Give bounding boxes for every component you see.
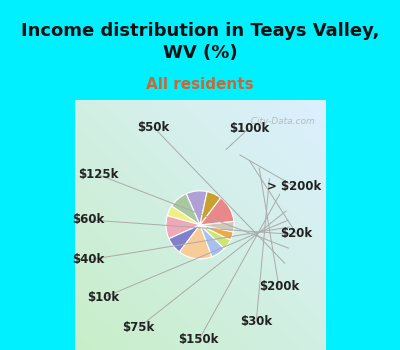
Wedge shape bbox=[200, 221, 234, 232]
Wedge shape bbox=[200, 225, 233, 240]
Wedge shape bbox=[200, 198, 234, 225]
Text: $75k: $75k bbox=[122, 321, 155, 334]
Text: $30k: $30k bbox=[240, 315, 272, 328]
Text: $150k: $150k bbox=[178, 334, 219, 346]
Text: $100k: $100k bbox=[229, 122, 269, 135]
Text: City-Data.com: City-Data.com bbox=[245, 117, 315, 126]
Wedge shape bbox=[200, 191, 220, 225]
Wedge shape bbox=[200, 225, 230, 249]
Wedge shape bbox=[180, 225, 212, 259]
Text: $200k: $200k bbox=[259, 280, 299, 293]
Text: $125k: $125k bbox=[78, 168, 119, 181]
Text: $10k: $10k bbox=[88, 291, 120, 304]
Wedge shape bbox=[186, 191, 207, 225]
Text: $40k: $40k bbox=[72, 253, 105, 266]
Text: $50k: $50k bbox=[138, 121, 170, 134]
Text: $20k: $20k bbox=[280, 227, 312, 240]
Wedge shape bbox=[167, 206, 200, 225]
Wedge shape bbox=[166, 216, 200, 239]
Wedge shape bbox=[200, 225, 224, 257]
Wedge shape bbox=[172, 194, 200, 225]
Text: Income distribution in Teays Valley,
WV (%): Income distribution in Teays Valley, WV … bbox=[21, 22, 379, 62]
Text: > $200k: > $200k bbox=[267, 180, 321, 193]
Text: $60k: $60k bbox=[72, 214, 105, 226]
Wedge shape bbox=[169, 225, 200, 252]
Text: All residents: All residents bbox=[146, 77, 254, 92]
